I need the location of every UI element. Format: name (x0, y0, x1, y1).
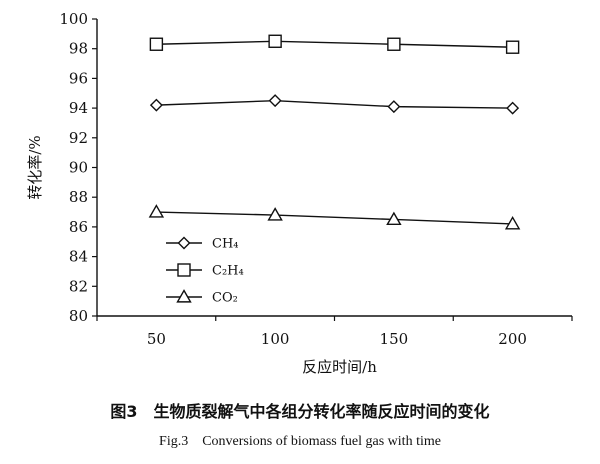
series-square (149, 34, 520, 54)
figure-caption-english: Fig.3 Conversions of biomass fuel gas wi… (159, 434, 441, 449)
legend-entry: CH₄ (166, 237, 239, 252)
series-line (156, 99, 513, 109)
x-tick-label: 150 (380, 330, 409, 348)
series-diamond (149, 94, 520, 115)
data-point-triangle (148, 204, 165, 218)
data-point-triangle (386, 211, 402, 226)
data-point-triangle (504, 216, 521, 230)
legend-label: CH₄ (212, 237, 239, 252)
y-tick-label: 86 (69, 218, 88, 236)
legend-entry: C₂H₄ (166, 263, 244, 279)
y-tick-label: 96 (69, 69, 88, 87)
y-tick-label: 80 (69, 307, 88, 325)
chart-axes: 80 82 84 86 88 90 92 94 96 98 100 50 100 150 200 反应时间/h… (26, 10, 573, 376)
series-line (156, 40, 513, 48)
data-point-square (505, 40, 520, 54)
legend-marker-diamond (177, 236, 191, 250)
x-axis-title: 反应时间/h (302, 358, 377, 376)
y-tick-label: 92 (69, 129, 88, 147)
x-tick-label: 200 (498, 330, 527, 348)
y-tick-label: 84 (69, 248, 88, 266)
chart-legend: CH₄ C₂H₄ CO₂ (166, 237, 244, 306)
figure-caption-chinese: 图3 生物质裂解气中各组分转化率随反应时间的变化 (110, 402, 490, 421)
y-tick-label: 90 (69, 159, 88, 177)
x-tick-label: 50 (147, 330, 166, 348)
legend-marker-triangle (176, 289, 192, 303)
line-chart: 80 82 84 86 88 90 92 94 96 98 100 50 100 150 200 反应时间/h… (26, 10, 573, 376)
legend-entry: CO₂ (166, 289, 238, 306)
chart-series (148, 34, 521, 230)
data-point-diamond (268, 94, 282, 108)
legend-label: C₂H₄ (212, 264, 244, 279)
data-point-diamond (149, 98, 163, 112)
x-tick-label: 100 (261, 330, 290, 348)
legend-label: CO₂ (212, 291, 238, 306)
y-axis-title: 转化率/% (26, 135, 44, 199)
legend-marker-square (177, 263, 191, 277)
y-tick-label: 98 (69, 40, 88, 58)
data-point-triangle (267, 207, 283, 221)
data-point-diamond (506, 101, 520, 115)
y-tick-label: 88 (69, 188, 88, 206)
y-tick-label: 100 (59, 10, 88, 28)
y-tick-label: 94 (69, 99, 88, 117)
data-point-square (387, 37, 401, 51)
data-point-square (268, 34, 282, 48)
series-triangle (148, 204, 521, 230)
data-point-square (149, 37, 164, 51)
series-line (156, 211, 513, 225)
y-tick-label: 82 (69, 277, 88, 295)
data-point-diamond (387, 100, 401, 114)
